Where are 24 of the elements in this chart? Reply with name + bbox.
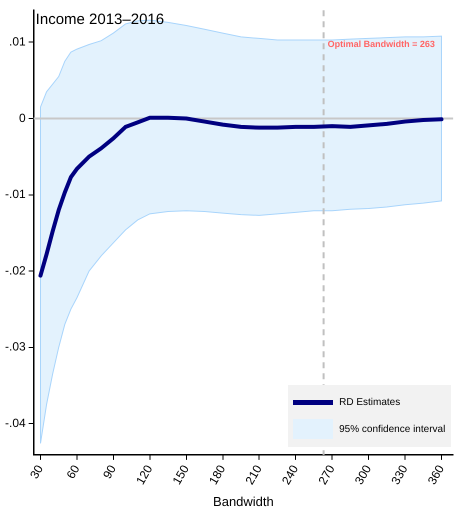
y-tick-label: -.03 xyxy=(4,340,26,354)
y-tick-label: 0 xyxy=(18,110,26,125)
annotation: 95% confidence interval xyxy=(339,424,446,435)
x-tick-label: 120 xyxy=(133,462,156,487)
y-tick-label: .01 xyxy=(8,34,26,49)
legend-label: RD Estimates xyxy=(339,396,400,408)
x-tick-label: 210 xyxy=(242,462,265,487)
x-tick-label: 330 xyxy=(388,462,411,487)
x-tick-label: 90 xyxy=(100,462,120,482)
x-tick-label: 360 xyxy=(424,462,448,487)
x-tick-label: 240 xyxy=(278,462,302,487)
x-tick-label: 180 xyxy=(206,462,228,487)
y-tick-label: -.04 xyxy=(4,416,26,430)
x-tick-label: 60 xyxy=(64,462,83,482)
x-tick-label: 270 xyxy=(315,462,338,487)
ref-line-label: Optimal Bandwidth = 263 xyxy=(328,39,435,50)
x-axis-title: Bandwidth xyxy=(213,494,274,509)
x-tick-label: 150 xyxy=(170,462,192,487)
chart-title: Income 2013–2016 xyxy=(36,10,164,28)
y-tick-label: -.01 xyxy=(4,187,26,202)
x-tick-label: 300 xyxy=(352,462,374,487)
x-tick-label: 30 xyxy=(27,462,46,482)
legend-box: RD Estimates 95% confidence interval xyxy=(288,384,452,447)
y-tick-label: -.02 xyxy=(4,263,26,278)
